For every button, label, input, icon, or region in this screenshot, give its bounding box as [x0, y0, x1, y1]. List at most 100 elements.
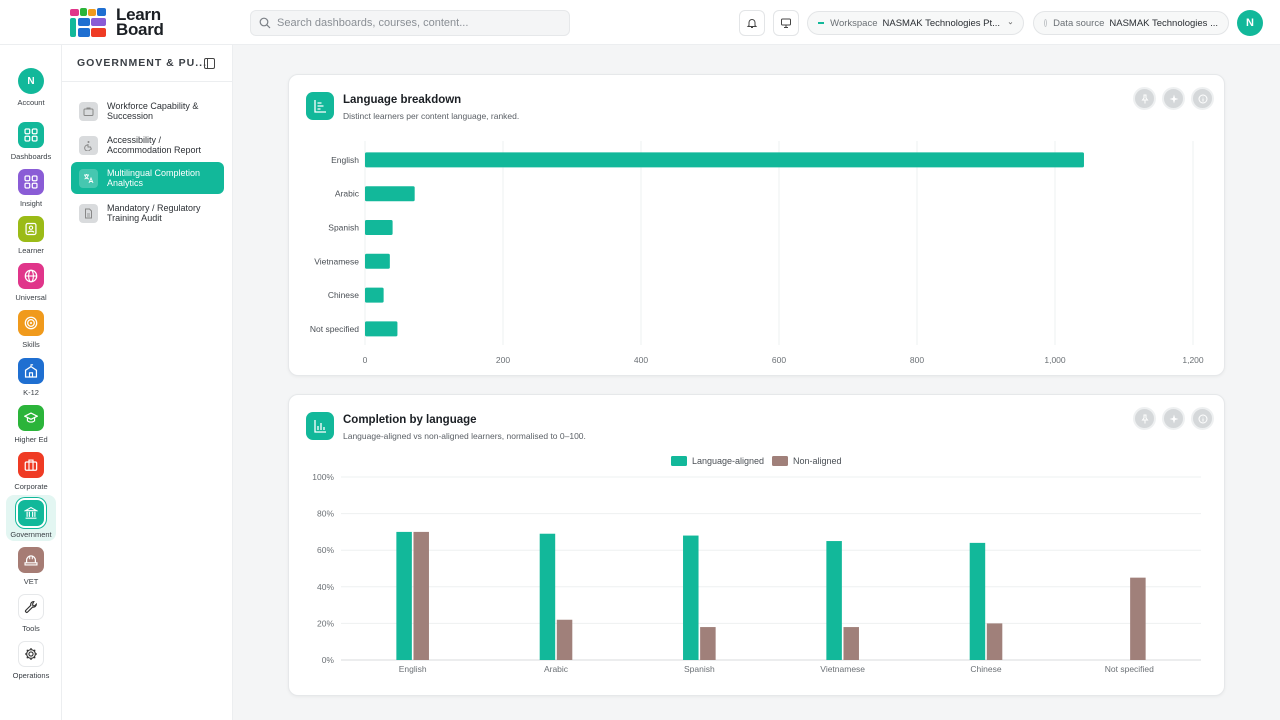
graduation-cap-icon: [18, 405, 44, 431]
search-input[interactable]: [277, 17, 557, 29]
rail-item-insight[interactable]: Insight: [0, 169, 62, 208]
rail-item-government[interactable]: Government: [0, 495, 62, 541]
bar-chinese-language-aligned[interactable]: [969, 542, 986, 660]
legend-label: Non-aligned: [793, 456, 842, 466]
user-avatar[interactable]: N: [1237, 10, 1263, 36]
card-title: Completion by language: [343, 414, 477, 426]
rail-item-k-12[interactable]: K-12: [0, 358, 62, 397]
y-tick-label: 100%: [312, 472, 334, 482]
briefcase-icon: [18, 452, 44, 478]
y-category-label: Not specified: [310, 324, 359, 334]
rail-item-operations[interactable]: Operations: [0, 641, 62, 680]
bar-spanish-non-aligned[interactable]: [700, 627, 716, 660]
rail-item-corporate[interactable]: Corporate: [0, 452, 62, 491]
info-icon[interactable]: [1191, 87, 1214, 110]
x-tick-label: 200: [496, 355, 510, 365]
monitor-icon: [781, 18, 791, 28]
pin-icon[interactable]: [1133, 87, 1156, 110]
gear-icon: [18, 641, 44, 667]
nav-item-label: Accessibility / Accommodation Report: [107, 134, 202, 156]
y-tick-label: 0%: [322, 655, 335, 665]
y-category-label: English: [331, 155, 359, 165]
rail-item-skills[interactable]: Skills: [0, 310, 62, 349]
database-icon: [1044, 19, 1048, 27]
section-sidebar: GOVERNMENT & PU... Workforce Capability …: [62, 45, 233, 720]
x-category-label: Vietnamese: [820, 664, 865, 674]
bar-english[interactable]: [365, 152, 1084, 168]
y-tick-label: 80%: [317, 509, 334, 519]
logo-line-2: Board: [116, 20, 164, 39]
logo-grid-icon: [70, 8, 112, 38]
datasource-selector[interactable]: Data source NASMAK Technologies ...: [1033, 11, 1229, 35]
logo-line-1: Learn: [116, 5, 161, 24]
search-icon: [259, 17, 271, 29]
ai-sparkle-icon[interactable]: [1162, 407, 1185, 430]
notifications-button[interactable]: [739, 10, 765, 36]
rail-item-label: Higher Ed: [14, 435, 48, 444]
rail-item-learner[interactable]: Learner: [0, 216, 62, 255]
nav-multilingual-completion[interactable]: Multilingual Completion Analytics: [71, 162, 224, 194]
info-icon[interactable]: [1191, 407, 1214, 430]
completion-by-language-card: Completion by language Language-aligned …: [288, 394, 1225, 696]
rail-item-tools[interactable]: Tools: [0, 594, 62, 633]
rail-item-label: VET: [23, 577, 39, 586]
bar-spanish[interactable]: [365, 220, 393, 235]
bar-english-language-aligned[interactable]: [396, 531, 412, 660]
bar-arabic[interactable]: [365, 186, 415, 202]
rail-item-vet[interactable]: VET: [0, 547, 62, 586]
ai-sparkle-icon[interactable]: [1162, 87, 1185, 110]
bar-chinese-non-aligned[interactable]: [986, 623, 1003, 660]
y-tick-label: 40%: [317, 582, 334, 592]
x-tick-label: 1,000: [1044, 355, 1066, 365]
search-box[interactable]: [250, 10, 570, 36]
document-icon: [79, 203, 98, 223]
bar-vietnamese[interactable]: [365, 253, 390, 269]
y-category-label: Chinese: [328, 290, 359, 300]
card-subtitle: Distinct learners per content language, …: [343, 111, 520, 121]
card-title: Language breakdown: [343, 94, 462, 106]
logo-text: Learn Board: [116, 5, 164, 39]
display-button[interactable]: [773, 10, 799, 36]
x-category-label: English: [399, 664, 427, 674]
bar-chinese[interactable]: [365, 287, 384, 303]
workspace-dot-icon: [818, 22, 825, 24]
nav-workforce-capability[interactable]: Workforce Capability & Succession: [71, 95, 224, 127]
legend-swatch: [772, 456, 788, 466]
rail-item-higher-ed[interactable]: Higher Ed: [0, 405, 62, 444]
card-actions: [1133, 87, 1214, 110]
bar-not-specified[interactable]: [365, 321, 398, 337]
legend-swatch: [671, 456, 687, 466]
pin-icon[interactable]: [1133, 407, 1156, 430]
rail-item-label: Account: [17, 98, 45, 107]
rail-item-label: Government: [10, 530, 52, 539]
rail-item-label: Operations: [12, 671, 50, 680]
nav-accessibility-report[interactable]: Accessibility / Accommodation Report: [71, 129, 224, 161]
dashboard-grid-icon: [18, 122, 44, 148]
bar-spanish-language-aligned[interactable]: [683, 535, 699, 660]
bar-arabic-non-aligned[interactable]: [556, 619, 573, 660]
rail-item-account[interactable]: N Account: [0, 68, 62, 107]
nav-mandatory-training-audit[interactable]: Mandatory / Regulatory Training Audit: [71, 197, 224, 229]
accessibility-icon: [79, 135, 98, 155]
x-tick-label: 800: [910, 355, 924, 365]
section-title: GOVERNMENT & PU...: [77, 57, 208, 69]
legend-label: Language-aligned: [692, 456, 764, 466]
nav-item-label: Workforce Capability & Succession: [107, 100, 199, 122]
x-tick-label: 600: [772, 355, 786, 365]
bar-not-specified-non-aligned[interactable]: [1130, 577, 1146, 660]
bar-vietnamese-non-aligned[interactable]: [843, 627, 859, 660]
bar-english-non-aligned[interactable]: [413, 531, 429, 660]
datasource-value: NASMAK Technologies ...: [1109, 17, 1218, 29]
bar-vietnamese-language-aligned[interactable]: [826, 541, 842, 660]
nav-item-label: Mandatory / Regulatory Training Audit: [107, 202, 201, 224]
bar-arabic-language-aligned[interactable]: [539, 533, 556, 660]
translate-icon: [79, 168, 98, 188]
workspace-selector[interactable]: Workspace NASMAK Technologies Pt...: [807, 11, 1024, 35]
language-breakdown-chart: 0 200 400 600 800 1,000 1,200 English Arabic Span…: [310, 141, 1204, 365]
learnboard-logo[interactable]: Learn Board: [70, 5, 170, 39]
account-avatar: N: [18, 68, 44, 94]
rail-item-universal[interactable]: Universal: [0, 263, 62, 302]
collapse-sidebar-icon[interactable]: [204, 58, 215, 69]
rail-item-dashboards[interactable]: Dashboards: [0, 122, 62, 161]
y-tick-label: 20%: [317, 618, 334, 628]
